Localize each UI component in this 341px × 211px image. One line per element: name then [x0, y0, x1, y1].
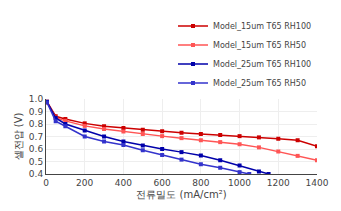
svg-text:800: 800 — [192, 178, 209, 188]
svg-text:0.6: 0.6 — [29, 144, 44, 154]
svg-text:600: 600 — [154, 178, 171, 188]
svg-text:0.9: 0.9 — [29, 107, 44, 117]
svg-text:0.5: 0.5 — [29, 157, 43, 167]
svg-text:1000: 1000 — [228, 178, 251, 188]
svg-text:Model_15um T65 RH100: Model_15um T65 RH100 — [213, 22, 311, 31]
svg-text:400: 400 — [115, 178, 132, 188]
svg-text:200: 200 — [76, 178, 93, 188]
svg-text:1200: 1200 — [267, 178, 290, 188]
svg-text:1.0: 1.0 — [29, 94, 44, 104]
svg-text:0.4: 0.4 — [29, 169, 44, 179]
svg-text:0: 0 — [43, 178, 49, 188]
svg-text:Model_15um T65 RH50: Model_15um T65 RH50 — [213, 41, 306, 50]
svg-text:0.8: 0.8 — [29, 119, 44, 129]
svg-text:1400: 1400 — [306, 178, 329, 188]
svg-text:전류밀도 (mA/cm²): 전류밀도 (mA/cm²) — [136, 189, 226, 200]
svg-text:0.7: 0.7 — [29, 132, 43, 142]
svg-text:셀전압 (V): 셀전압 (V) — [13, 112, 24, 160]
svg-text:Model_25um T65 RH100: Model_25um T65 RH100 — [213, 60, 311, 69]
svg-text:Model_25um T65 RH50: Model_25um T65 RH50 — [213, 79, 306, 88]
